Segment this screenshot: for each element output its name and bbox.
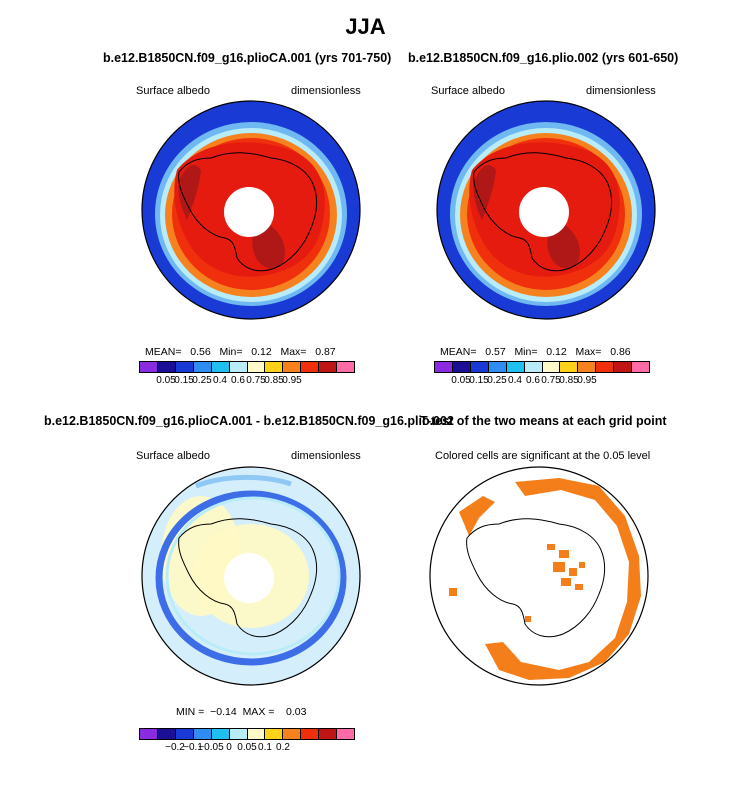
colorbar-swatch [524,362,543,372]
colorbar-tick-label: 0.1 [258,742,272,753]
colorbar-swatch [319,362,338,372]
panel-2-title: b.e12.B1850CN.f09_g16.plio.002 (yrs 601-… [408,51,679,65]
panel-3-stats: MIN = −0.14 MAX = 0.03 [176,706,307,718]
colorbar-tick-label: 0.85 [559,375,579,386]
colorbar-swatch [211,362,230,372]
colorbar-tick-label: −0.1 [183,742,203,753]
figure-title: JJA [345,14,386,39]
colorbar-swatch [452,362,471,372]
colorbar-swatch [247,362,266,372]
colorbar-tick-label: 0.95 [282,375,302,386]
panel-1-stats: MEAN= 0.56 Min= 0.12 Max= 0.87 [145,346,336,358]
colorbar-swatch [560,362,579,372]
colorbar-swatch [301,729,320,739]
colorbar-swatch [229,729,248,739]
panel-1-colorbar [139,361,355,373]
panel-3-variable-label: Surface albedo [136,450,210,462]
colorbar-tick-label: 0.25 [192,375,212,386]
colorbar-swatch [211,729,230,739]
colorbar-swatch [140,729,158,739]
colorbar-swatch [542,362,561,372]
colorbar-tick-label: −0.05 [198,742,224,753]
colorbar-swatch [488,362,507,372]
colorbar-tick-label: 0.05 [156,375,176,386]
colorbar-swatch [283,729,302,739]
colorbar-swatch [175,362,194,372]
colorbar-tick-label: 0.85 [264,375,284,386]
colorbar-tick-label: 0.75 [246,375,266,386]
colorbar-tick-label: 0.4 [508,375,522,386]
colorbar-tick-label: 0.05 [237,742,257,753]
colorbar-swatch [596,362,615,372]
colorbar-swatch [140,362,158,372]
colorbar-tick-label: 0.6 [231,375,245,386]
panel-1-title: b.e12.B1850CN.f09_g16.plioCA.001 (yrs 70… [103,51,392,65]
colorbar-tick-label: 0.05 [451,375,471,386]
colorbar-swatch [175,729,194,739]
panel-4-significance-map [429,466,649,686]
colorbar-swatch [265,729,284,739]
colorbar-swatch [614,362,633,372]
colorbar-swatch [247,729,266,739]
colorbar-tick-label: 0.15 [174,375,194,386]
panel-3-colorbar [139,728,355,740]
colorbar-swatch [337,729,355,739]
colorbar-tick-label: 0.2 [276,742,290,753]
panel-4-title: T-test of the two means at each grid poi… [420,414,667,428]
panel-2-variable-label: Surface albedo [431,85,505,97]
colorbar-tick-label: −0.2 [165,742,185,753]
colorbar-swatch [157,729,176,739]
colorbar-swatch [506,362,525,372]
colorbar-swatch [470,362,489,372]
colorbar-swatch [578,362,597,372]
colorbar-tick-label: 0.15 [469,375,489,386]
panel-1-polar-map [141,100,361,320]
colorbar-swatch [283,362,302,372]
colorbar-swatch [319,729,338,739]
panel-2-colorbar [434,361,650,373]
colorbar-swatch [229,362,248,372]
colorbar-tick-label: 0.95 [577,375,597,386]
colorbar-tick-label: 0.25 [487,375,507,386]
colorbar-tick-label: 0.6 [526,375,540,386]
panel-2-stats: MEAN= 0.57 Min= 0.12 Max= 0.86 [440,346,631,358]
colorbar-swatch [193,362,212,372]
colorbar-tick-label: 0 [226,742,232,753]
panel-4-subtitle: Colored cells are significant at the 0.0… [435,450,651,462]
colorbar-swatch [193,729,212,739]
colorbar-swatch [301,362,320,372]
colorbar-tick-label: 0.75 [541,375,561,386]
panel-3-units-label: dimensionless [291,450,361,462]
colorbar-swatch [157,362,176,372]
colorbar-swatch [265,362,284,372]
panel-3-difference-map [141,466,361,686]
panel-1-units-label: dimensionless [291,85,361,97]
panel-3-title: b.e12.B1850CN.f09_g16.plioCA.001 - b.e12… [44,414,454,428]
colorbar-tick-label: 0.4 [213,375,227,386]
colorbar-swatch [632,362,650,372]
colorbar-swatch [435,362,453,372]
colorbar-swatch [337,362,355,372]
panel-2-units-label: dimensionless [586,85,656,97]
panel-1-variable-label: Surface albedo [136,85,210,97]
panel-2-polar-map [436,100,656,320]
